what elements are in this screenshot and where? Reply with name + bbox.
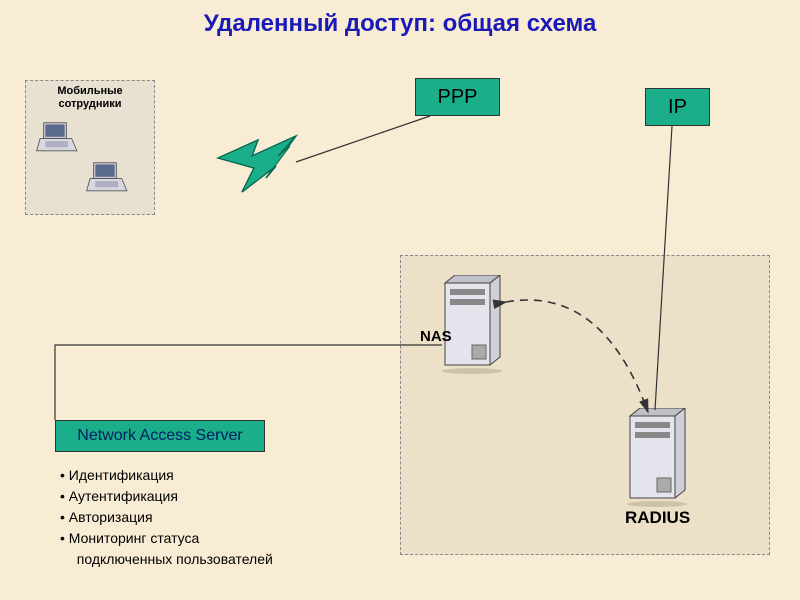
ip-label: IP bbox=[645, 88, 710, 126]
mobile-employees-box: Мобильные сотрудники bbox=[25, 80, 155, 215]
list-item: Авторизация bbox=[60, 507, 273, 528]
page-title: Удаленный доступ: общая схема bbox=[0, 10, 800, 38]
radius-label: RADIUS bbox=[625, 508, 690, 528]
nas-label: NAS bbox=[420, 328, 452, 345]
list-item: Идентификация bbox=[60, 465, 273, 486]
list-item: Аутентификация bbox=[60, 486, 273, 507]
mobile-label: Мобильные сотрудники bbox=[26, 81, 154, 115]
nas-header-label: Network Access Server bbox=[55, 420, 265, 452]
mobile-label-l2: сотрудники bbox=[58, 98, 121, 110]
nas-connector bbox=[55, 345, 442, 420]
laptop-icon bbox=[86, 161, 131, 196]
list-item: Мониторинг статуса bbox=[60, 528, 273, 549]
lightning-bolt-icon bbox=[218, 136, 296, 192]
ppp-connector bbox=[296, 116, 430, 162]
laptop-icon bbox=[36, 121, 81, 156]
ppp-label: PPP bbox=[415, 78, 500, 116]
list-item: подключенных пользователей bbox=[69, 549, 273, 570]
nas-functions-list: Идентификация Аутентификация Авторизация… bbox=[60, 465, 273, 570]
radius-server-icon bbox=[625, 408, 695, 508]
nas-server-icon bbox=[440, 275, 510, 375]
mobile-label-l1: Мобильные bbox=[57, 85, 122, 97]
